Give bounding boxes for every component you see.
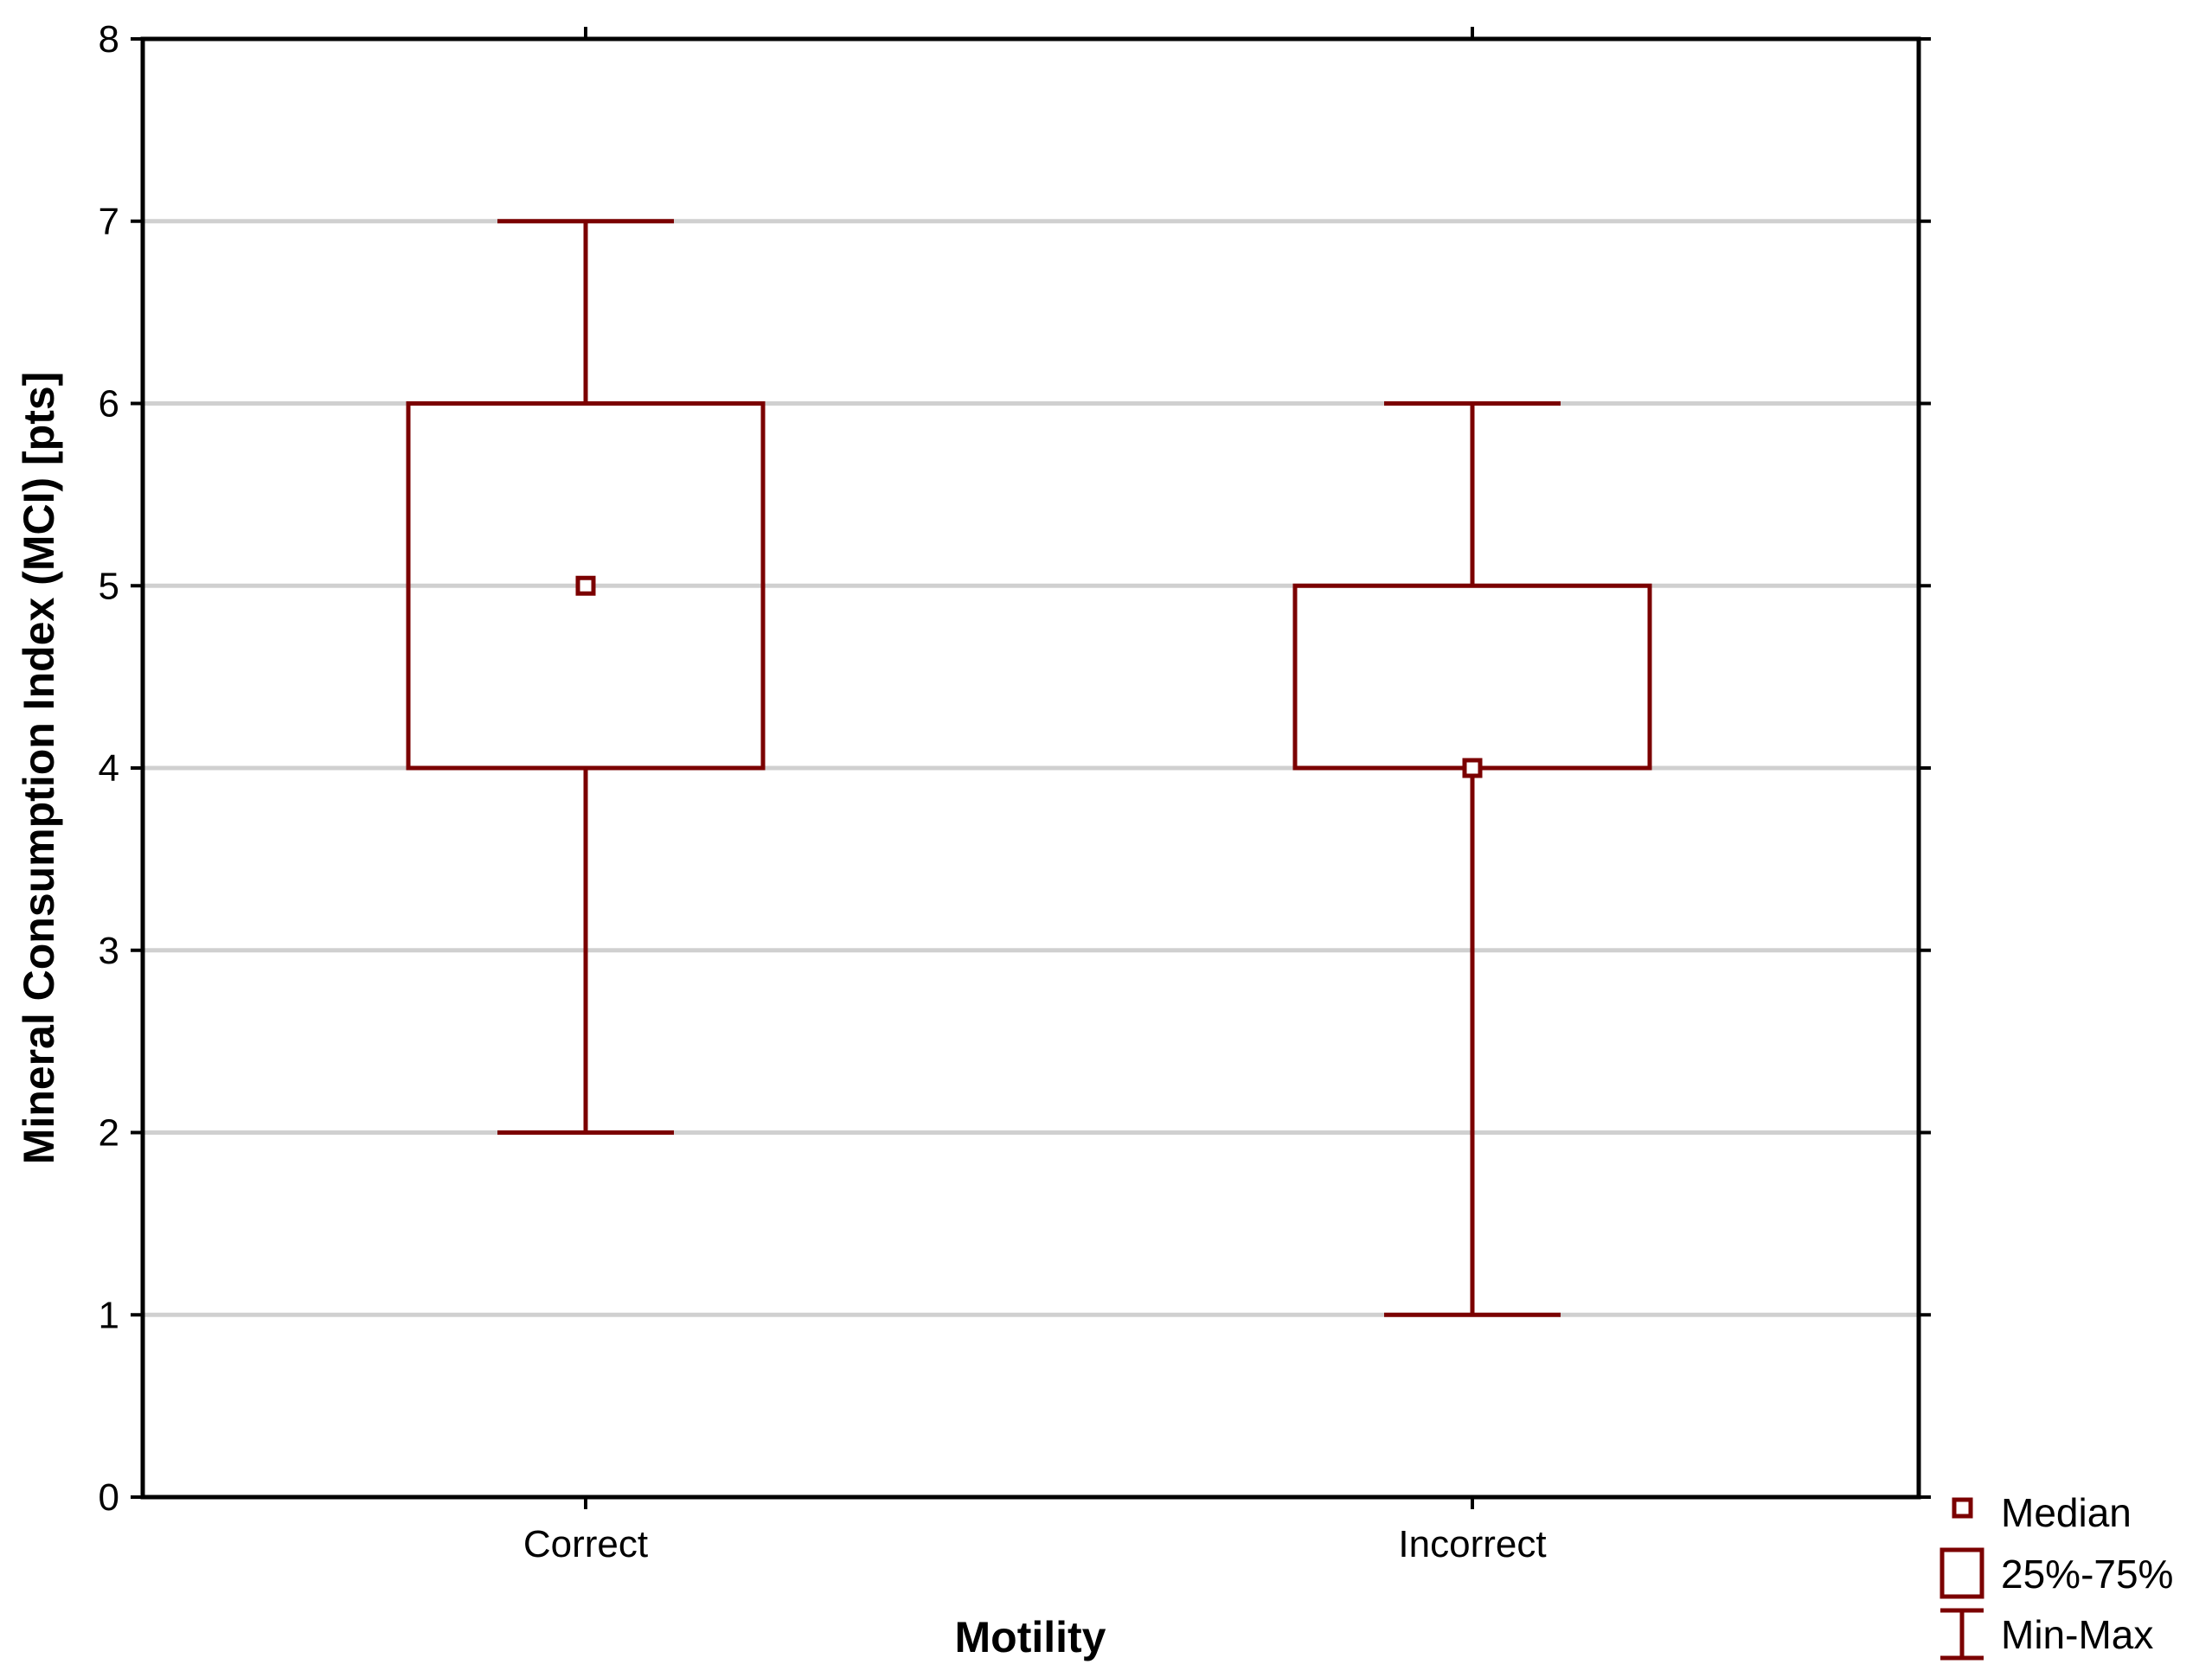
- legend-iqr-label: 25%-75%: [2001, 1552, 2173, 1597]
- x-axis-title: Motility: [955, 1613, 1106, 1661]
- legend: Median 25%-75% Min-Max: [1940, 1490, 2173, 1661]
- median-marker: [1462, 758, 1483, 778]
- y-tick-labels: 0 1 2 3 4 5 6 7 8: [99, 18, 119, 1519]
- x-tick-label: Incorrect: [1398, 1523, 1546, 1565]
- iqr-box: [406, 401, 766, 771]
- y-tick-label: 8: [99, 18, 119, 61]
- y-tick-label: 5: [99, 565, 119, 607]
- y-tick-label: 3: [99, 930, 119, 972]
- legend-median-icon: [1952, 1497, 1973, 1519]
- y-tick-label: 1: [99, 1294, 119, 1336]
- y-axis-title: Mineral Consumption Index (MCI) [pts]: [15, 372, 63, 1165]
- legend-iqr-icon: [1940, 1547, 1984, 1599]
- y-tick-label: 7: [99, 201, 119, 243]
- y-tick-label: 2: [99, 1112, 119, 1155]
- x-tick-labels: Correct Incorrect: [523, 1523, 1547, 1565]
- axis-ticks: [131, 27, 1931, 1509]
- y-tick-label: 0: [99, 1476, 119, 1519]
- legend-minmax-label: Min-Max: [2001, 1612, 2153, 1657]
- y-tick-label: 4: [99, 747, 119, 790]
- iqr-box: [1292, 583, 1652, 771]
- x-tick-label: Correct: [523, 1523, 648, 1565]
- boxes: [406, 219, 1652, 1317]
- legend-median-label: Median: [2001, 1490, 2132, 1535]
- median-marker: [575, 575, 596, 596]
- y-tick-label: 6: [99, 383, 119, 426]
